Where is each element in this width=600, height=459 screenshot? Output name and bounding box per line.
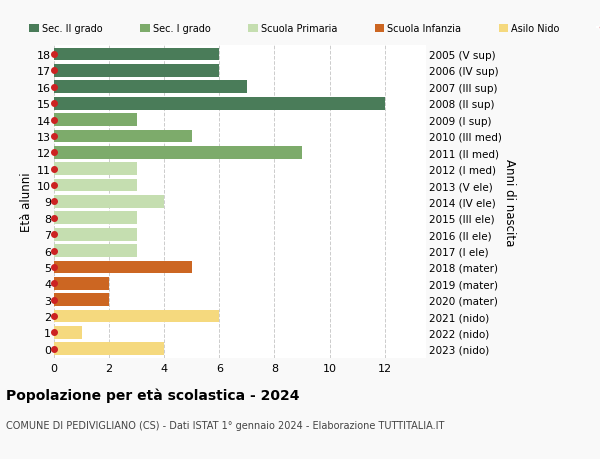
Text: COMUNE DI PEDIVIGLIANO (CS) - Dati ISTAT 1° gennaio 2024 - Elaborazione TUTTITAL: COMUNE DI PEDIVIGLIANO (CS) - Dati ISTAT… [6, 420, 445, 430]
Bar [54, 277, 109, 290]
Bar [54, 212, 137, 224]
Bar [54, 343, 164, 355]
Bar [54, 310, 220, 323]
Legend: Sec. II grado, Sec. I grado, Scuola Primaria, Scuola Infanzia, Asilo Nido, Stran: Sec. II grado, Sec. I grado, Scuola Prim… [25, 20, 600, 38]
Bar [54, 65, 220, 78]
Bar [54, 196, 164, 208]
Bar [54, 179, 137, 192]
Bar [54, 49, 220, 61]
Bar [54, 163, 137, 176]
Bar [54, 245, 137, 257]
Y-axis label: Età alunni: Età alunni [20, 172, 33, 232]
Bar [54, 81, 247, 94]
Text: Popolazione per età scolastica - 2024: Popolazione per età scolastica - 2024 [6, 388, 299, 403]
Bar [54, 130, 192, 143]
Bar [54, 228, 137, 241]
Bar [54, 294, 109, 306]
Bar [54, 114, 137, 127]
Y-axis label: Anni di nascita: Anni di nascita [503, 158, 515, 246]
Bar [54, 261, 192, 274]
Bar [54, 326, 82, 339]
Bar [54, 98, 385, 110]
Bar [54, 146, 302, 159]
